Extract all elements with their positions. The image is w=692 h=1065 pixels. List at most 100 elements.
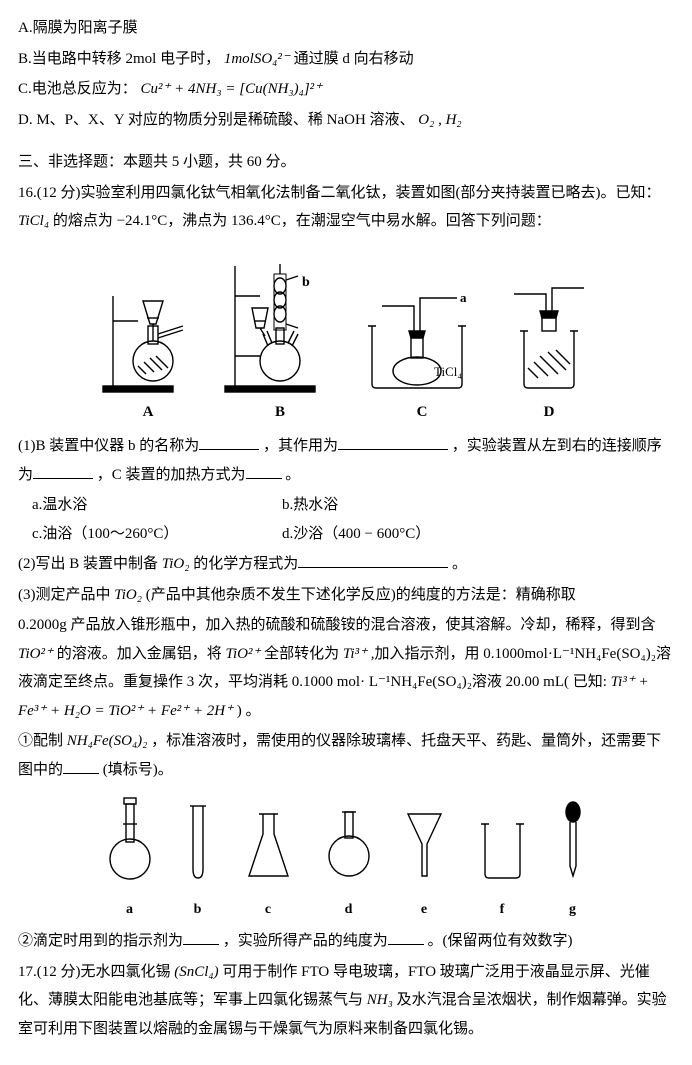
apparatus-a: A xyxy=(98,266,198,427)
p3-1a: ①配制 xyxy=(18,733,63,749)
blank xyxy=(246,463,282,479)
q16-p1: (1)B 装置中仪器 b 的名称为 ，其作用为 ，实验装置从左到右的连接顺序为 … xyxy=(18,432,674,489)
p3-2c: 。(保留两位有效数字) xyxy=(428,933,573,949)
blank xyxy=(298,552,448,568)
q16-stem: 16.(12 分)实验室利用四氯化钛气相氧化法制备二氧化钛，装置如图(部分夹持装… xyxy=(18,179,674,236)
apparatus-c-svg: a TiCl₄ xyxy=(362,276,482,396)
opt-b-post: 通过膜 d 向右移动 xyxy=(294,51,414,67)
gl-e: e xyxy=(402,897,447,924)
glass-c-svg xyxy=(241,794,296,884)
q16-p3-1: ①配制 NH₄Fe(SO₄)₂ ，标准溶液时，需使用的仪器除玻璃棒、托盘天平、药… xyxy=(18,727,674,784)
apparatus-d: D xyxy=(504,276,594,427)
blank xyxy=(183,929,219,945)
q17-nh3: NH₃ xyxy=(367,992,393,1008)
glass-e: e xyxy=(402,794,447,923)
section-3-title: 三、非选择题：本题共 5 小题，共 60 分。 xyxy=(18,148,674,177)
label-C: C xyxy=(362,398,482,427)
p1-b: ，其作用为 xyxy=(263,438,338,454)
option-c: C.电池总反应为： Cu²⁺ + 4NH₃ = [Cu(NH₃)₄]²⁺ xyxy=(18,75,674,104)
gl-d: d xyxy=(324,897,374,924)
p3-c: 0.2000g 产品放入锥形瓶中，加入热的硫酸和硫酸铵的混合溶液，使其溶解。冷却… xyxy=(18,617,656,633)
p2-tio2: TiO₂ xyxy=(162,556,190,572)
p2-b: 的化学方程式为 xyxy=(193,556,298,572)
p3-2a: ②滴定时用到的指示剂为 xyxy=(18,933,183,949)
p3-1-nh: NH₄Fe(SO₄)₂ xyxy=(67,733,148,749)
glass-f: f xyxy=(475,794,530,923)
gl-c: c xyxy=(241,897,296,924)
gl-g: g xyxy=(558,897,588,924)
opt-b-formula: 1molSO₄²⁻ xyxy=(224,51,290,67)
gl-a: a xyxy=(105,897,155,924)
option-a: A.隔膜为阳离子膜 xyxy=(18,14,674,43)
glass-g-svg xyxy=(558,794,588,884)
p3-ti3: Ti³⁺ xyxy=(343,646,367,662)
p3-tio2p2: TiO²⁺ xyxy=(225,646,260,662)
opt-b: b.热水浴 xyxy=(282,491,338,520)
glass-b: b xyxy=(183,794,213,923)
blank xyxy=(63,758,99,774)
label-a-small: a xyxy=(460,290,467,305)
glass-a-svg xyxy=(105,794,155,884)
opt-b-pre: B.当电路中转移 2mol 电子时， xyxy=(18,51,220,67)
blank xyxy=(33,463,93,479)
glass-d-svg xyxy=(324,794,374,884)
p3-1c: (填标号)。 xyxy=(103,762,173,778)
option-b: B.当电路中转移 2mol 电子时， 1molSO₄²⁻ 通过膜 d 向右移动 xyxy=(18,45,674,74)
q16-p3-2: ②滴定时用到的指示剂为 ，实验所得产品的纯度为 。(保留两位有效数字) xyxy=(18,927,674,956)
q16-p3: (3)测定产品中 TiO₂ (产品中其他杂质不发生下述化学反应)的纯度的方法是：… xyxy=(18,581,674,610)
option-d: D. M、P、X、Y 对应的物质分别是稀硫酸、稀 NaOH 溶液、 O₂ , H… xyxy=(18,106,674,135)
glass-e-svg xyxy=(402,794,447,884)
q17-a: 17.(12 分)无水四氯化锡 xyxy=(18,964,171,980)
ticl4-label: TiCl₄ xyxy=(434,364,462,379)
comma: , xyxy=(438,112,442,128)
p3-2b: ，实验所得产品的纯度为 xyxy=(223,933,388,949)
apparatus-b: b B xyxy=(220,246,340,427)
label-b-small: b xyxy=(302,275,310,290)
apparatus-b-svg: b xyxy=(220,246,340,396)
label-B: B xyxy=(220,398,340,427)
apparatus-figure: A xyxy=(18,246,674,427)
opt-c-pre: C.电池总反应为： xyxy=(18,81,137,97)
opt-c-eq: Cu²⁺ + 4NH₃ = [Cu(NH₃)₄]²⁺ xyxy=(141,81,323,97)
glass-g: g xyxy=(558,794,588,923)
p2-a: (2)写出 B 装置中制备 xyxy=(18,556,158,572)
q16-a: 16.(12 分)实验室利用四氯化钛气相氧化法制备二氧化钛，装置如图(部分夹持装… xyxy=(18,185,661,201)
p3-a: (3)测定产品中 xyxy=(18,587,111,603)
p3-b: (产品中其他杂质不发生下述化学反应)的纯度的方法是：精确称取 xyxy=(146,587,576,603)
opt-d: d.沙浴（400 − 600°C） xyxy=(282,520,430,549)
opt-d-h2: H₂ xyxy=(446,112,462,128)
p3-d: 的溶液。加入金属铝，将 xyxy=(57,646,222,662)
heat-options: a.温水浴 b.热水浴 c.油浴（100～260°C） d.沙浴（400 − 6… xyxy=(32,491,674,548)
label-D: D xyxy=(504,398,594,427)
opt-d-o2: O₂ xyxy=(418,112,434,128)
q16-b: 的熔点为 −24.1°C，沸点为 136.4°C，在潮湿空气中易水解。回答下列问… xyxy=(53,213,551,229)
glass-d: d xyxy=(324,794,374,923)
p1-e: 。 xyxy=(285,467,300,483)
gl-b: b xyxy=(183,897,213,924)
q16-p3c: 0.2000g 产品放入锥形瓶中，加入热的硫酸和硫酸铵的混合溶液，使其溶解。冷却… xyxy=(18,611,674,725)
p1-a: (1)B 装置中仪器 b 的名称为 xyxy=(18,438,199,454)
opt-d-pre: D. M、P、X、Y 对应的物质分别是稀硫酸、稀 NaOH 溶液、 xyxy=(18,112,415,128)
q16-p2: (2)写出 B 装置中制备 TiO₂ 的化学方程式为 。 xyxy=(18,550,674,579)
opt-a: a.温水浴 xyxy=(32,491,282,520)
q17: 17.(12 分)无水四氯化锡 (SnCl₄) 可用于制作 FTO 导电玻璃，F… xyxy=(18,958,674,1044)
blank xyxy=(338,434,448,450)
p1-d: ，C 装置的加热方式为 xyxy=(97,467,246,483)
p3-tio2: TiO₂ xyxy=(114,587,142,603)
glassware-figure: a b c d e f xyxy=(18,794,674,923)
q16-ticl4: TiCl₄ xyxy=(18,213,49,229)
apparatus-a-svg xyxy=(98,266,198,396)
opt-c: c.油浴（100～260°C） xyxy=(32,520,282,549)
blank xyxy=(199,434,259,450)
glass-a: a xyxy=(105,794,155,923)
q17-sn: (SnCl₄) xyxy=(174,964,218,980)
apparatus-d-svg xyxy=(504,276,594,396)
glass-b-svg xyxy=(183,794,213,884)
p3-g: ) 。 xyxy=(237,703,261,719)
p2-c: 。 xyxy=(452,556,467,572)
glass-f-svg xyxy=(475,794,530,884)
p3-e: 全部转化为 xyxy=(264,646,339,662)
p3-tio2p: TiO²⁺ xyxy=(18,646,53,662)
apparatus-c: a TiCl₄ C xyxy=(362,276,482,427)
gl-f: f xyxy=(475,897,530,924)
